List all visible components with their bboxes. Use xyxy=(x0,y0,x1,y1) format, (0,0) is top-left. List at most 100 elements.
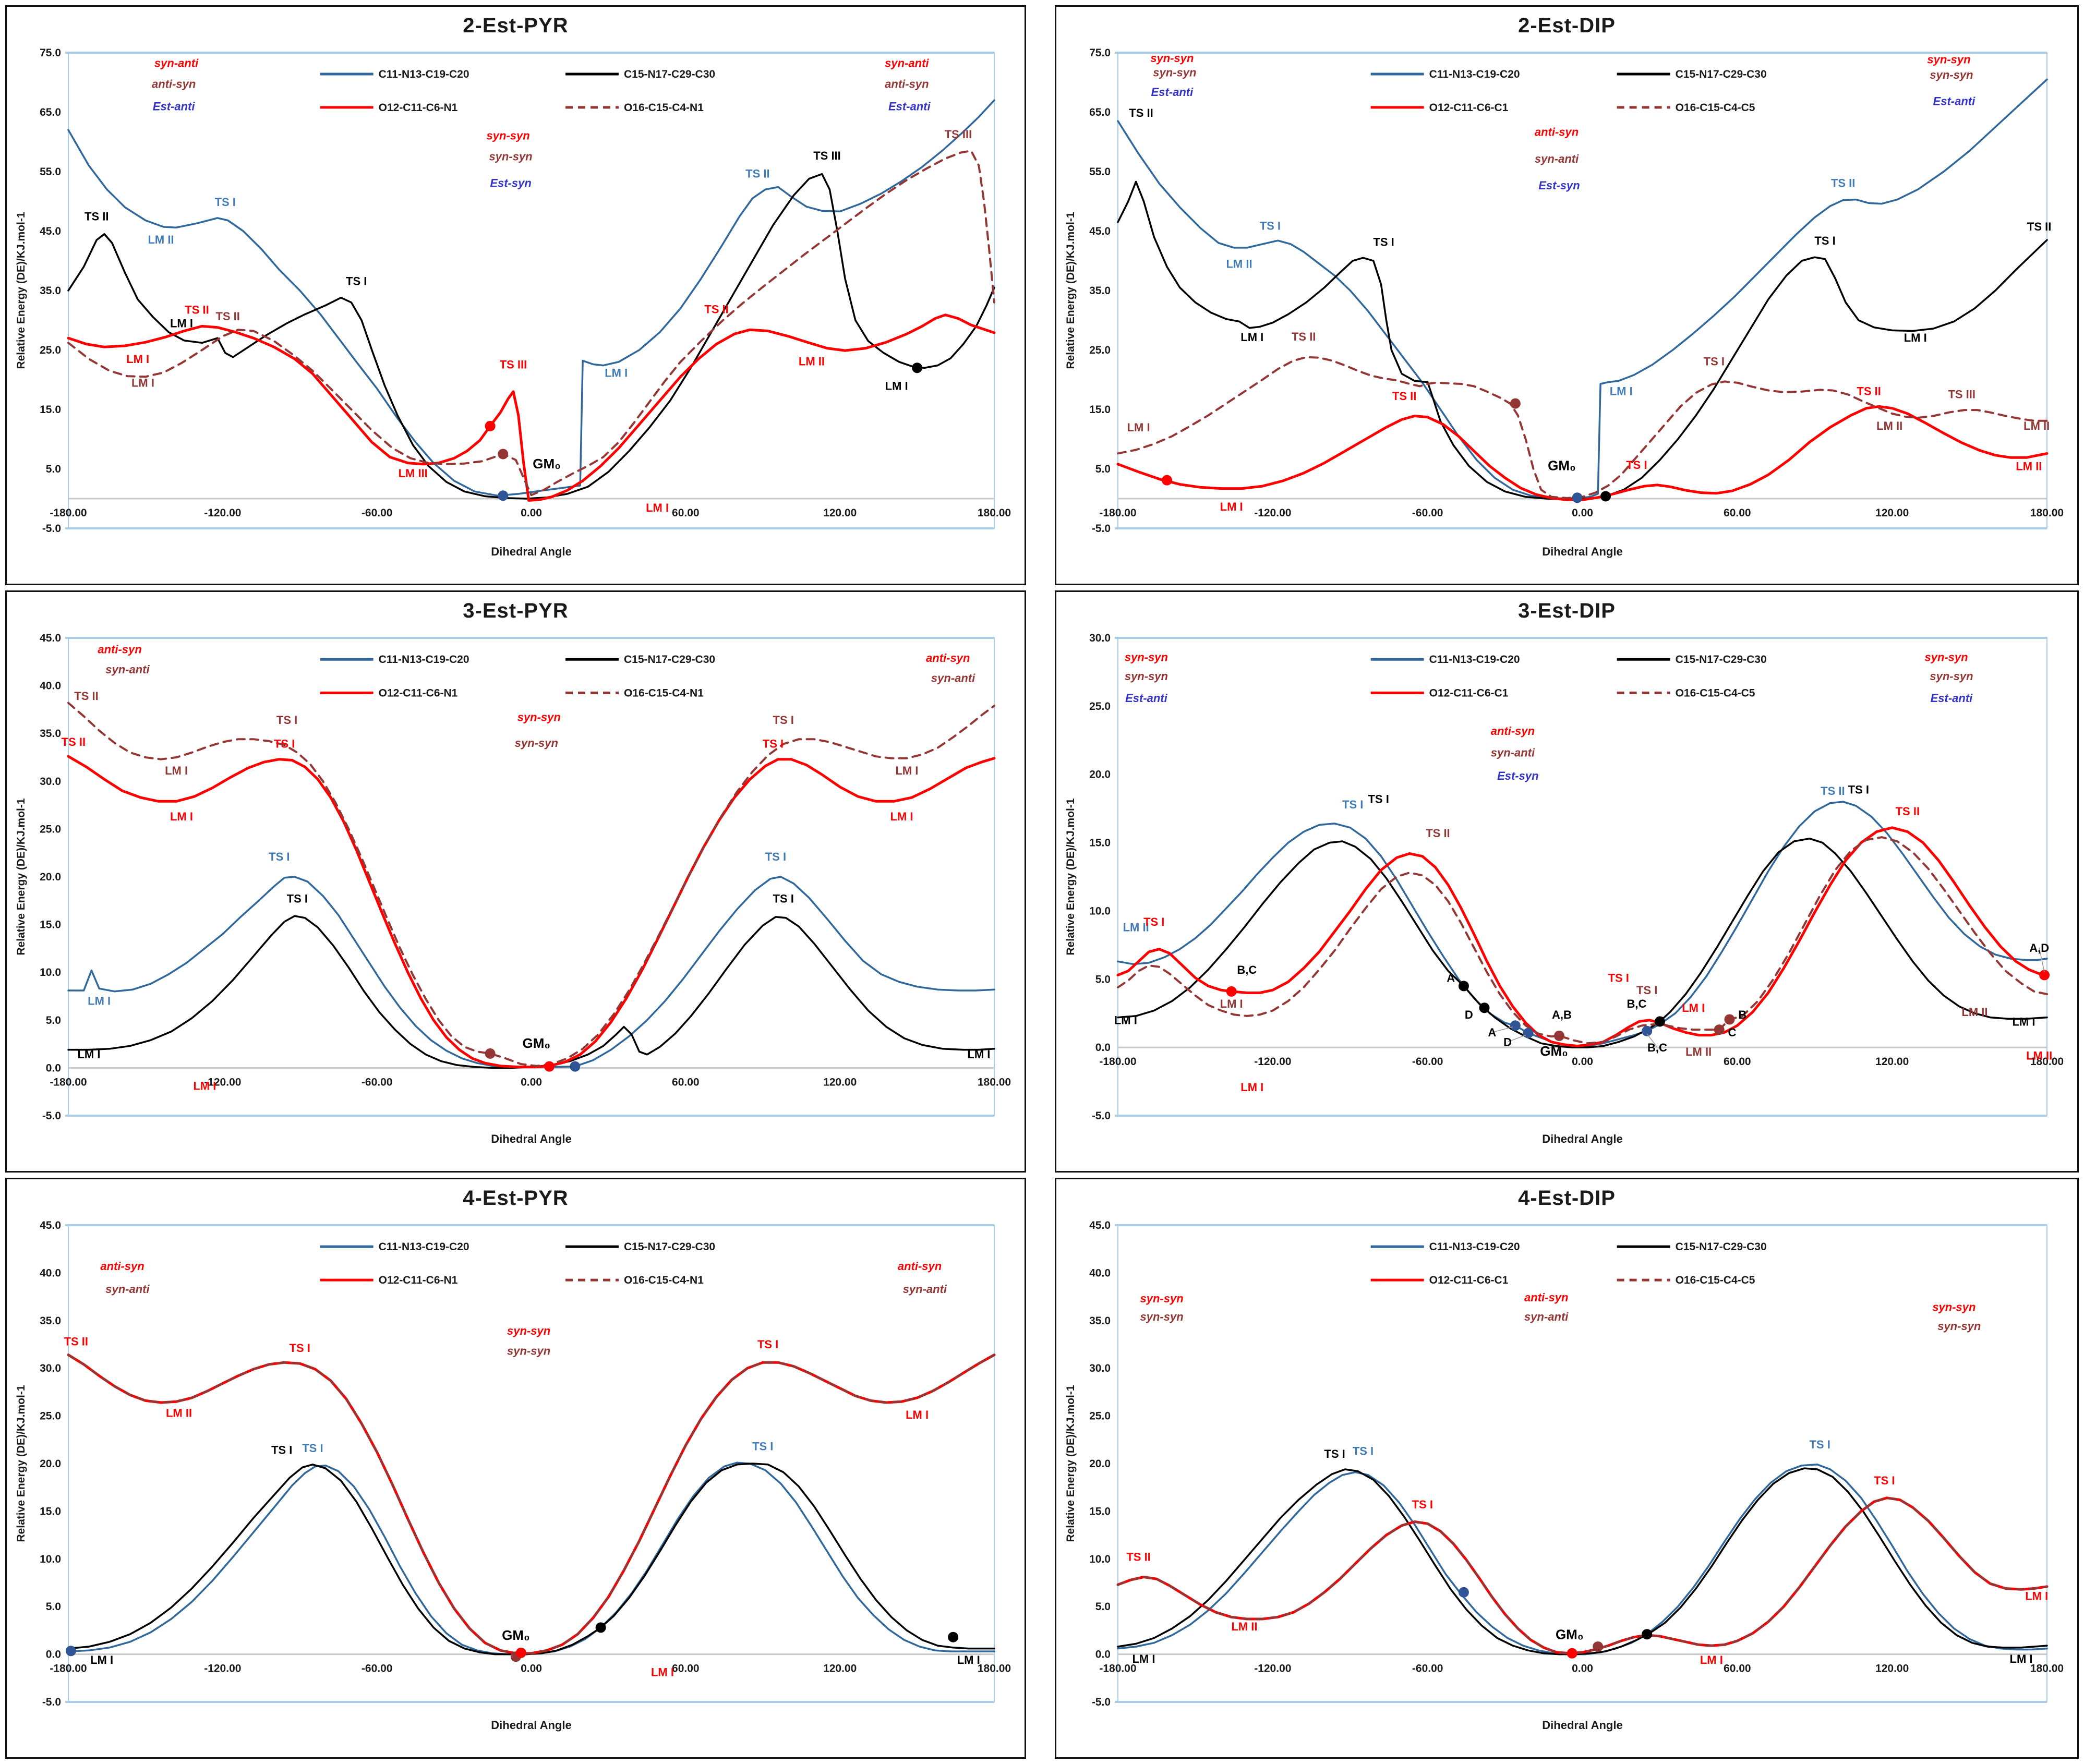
curve-label: LM I xyxy=(906,1408,929,1421)
panel-title: 3-Est-DIP xyxy=(1518,599,1616,622)
curve-label: LM II xyxy=(1226,258,1252,271)
curve-label: LM I xyxy=(1610,385,1633,398)
y-tick-label: -5.0 xyxy=(1092,523,1111,535)
curve-label: TS II xyxy=(62,735,86,748)
y-tick-label: 30.0 xyxy=(40,1362,61,1374)
data-point-marker xyxy=(570,1061,581,1072)
curve-label: TS II xyxy=(1821,784,1845,798)
x-tick-label: -120.00 xyxy=(1254,507,1291,519)
curve-label: TS III xyxy=(1948,388,1975,401)
y-tick-label: 35.0 xyxy=(1089,285,1111,297)
y-tick-label: 35.0 xyxy=(40,285,61,297)
series-O12-C11-C6-N1 xyxy=(67,1354,996,1655)
curve-label: GM₀ xyxy=(502,1627,530,1643)
curve-label: TS II xyxy=(1129,106,1153,119)
curve-label: LM II xyxy=(1231,1620,1257,1633)
curve-label: syn-syn xyxy=(487,129,530,142)
y-tick-label: 25.0 xyxy=(1089,344,1111,356)
panel-2-est-dip: 2-Est-DIP 75.0 65.0 55.0 45.0 35.0 25.0 15.0 5.… xyxy=(1055,5,2079,585)
legend-label: O16-C15-C4-C5 xyxy=(1676,102,1755,114)
x-tick-label: -60.00 xyxy=(362,1663,393,1675)
legend-label: C11-N13-C19-C20 xyxy=(1429,654,1520,666)
legend-label: O16-C15-C4-N1 xyxy=(624,1274,704,1286)
y-tick-label: -5.0 xyxy=(1092,1696,1111,1708)
series-O12-C11-C6-C1 xyxy=(1116,826,2049,1047)
curve-label: TS III xyxy=(813,149,841,162)
curve-label: TS I xyxy=(1353,1445,1374,1458)
data-point-marker xyxy=(1458,1587,1469,1598)
curve-label: TS I xyxy=(1260,220,1281,233)
legend-label: C11-N13-C19-C20 xyxy=(379,654,469,666)
data-point-marker xyxy=(498,449,509,460)
plot-2-Est-PYR: 75.0 65.0 55.0 45.0 35.0 25.0 15.0 5.0 -5.0 -180.… xyxy=(15,47,1011,558)
curve-label: syn-syn xyxy=(1924,650,1968,663)
series-O16-C15-C4-C5 xyxy=(1117,1496,2048,1654)
curve-label: syn-syn xyxy=(517,710,561,723)
curve-label: LM II xyxy=(148,233,174,246)
data-point-marker xyxy=(485,420,496,431)
curve-label: LM I xyxy=(2012,1015,2035,1028)
curve-label: LM II xyxy=(1123,921,1149,934)
curve-label: Est-syn xyxy=(1497,769,1538,782)
curve-label: TS II xyxy=(1426,827,1450,840)
curve-label: syn-syn xyxy=(1932,1301,1975,1314)
legend-label: O16-C15-C4-C5 xyxy=(1676,1274,1755,1286)
plot-4-Est-DIP: 45.0 40.0 35.0 30.0 25.0 20.0 15.0 10.0 5.0 0.0 -5… xyxy=(1065,1219,2064,1732)
curve-label: LM II xyxy=(2023,419,2050,432)
y-tick-label: 0.0 xyxy=(1095,1649,1111,1661)
x-tick-label: 60.00 xyxy=(672,1076,700,1088)
x-tick-label: 120.00 xyxy=(823,1076,857,1088)
curve-label: B,C xyxy=(1627,997,1646,1010)
curve-label: TS III xyxy=(945,128,972,141)
curve-label: Est-anti xyxy=(153,100,196,113)
curve-label: syn-anti xyxy=(885,56,929,69)
curve-label: syn-anti xyxy=(105,1283,150,1296)
data-point-marker xyxy=(912,363,923,373)
data-point-marker xyxy=(1572,492,1583,503)
series-O12-C11-C6-N1 xyxy=(67,755,996,1069)
data-point-marker xyxy=(1600,491,1611,502)
curve-label: TS I xyxy=(763,738,784,751)
x-tick-label: -60.00 xyxy=(1412,1056,1443,1068)
y-axis-title: Relative Energy (DE)/KJ.mol-1 xyxy=(15,798,27,955)
curve-label: LM II xyxy=(1685,1045,1712,1058)
curve-label: B,C xyxy=(1647,1041,1667,1054)
curve-label: anti-syn xyxy=(152,77,196,90)
y-axis-title: Relative Energy (DE)/KJ.mol-1 xyxy=(1065,1385,1077,1542)
curve-label: LM I xyxy=(1220,997,1243,1010)
curve-label: LM I xyxy=(131,377,154,390)
curve-label: LM II xyxy=(2016,460,2042,473)
y-tick-label: 10.0 xyxy=(1089,905,1111,917)
curve-label: TS I xyxy=(1342,798,1363,811)
legend-label: C11-N13-C19-C20 xyxy=(1429,1241,1520,1253)
x-tick-label: 180.00 xyxy=(2030,507,2064,519)
curve-label: syn-syn xyxy=(507,1345,550,1358)
y-tick-label: 25.0 xyxy=(40,823,61,835)
x-tick-label: 0.00 xyxy=(1572,1056,1593,1068)
y-tick-label: -5.0 xyxy=(1092,1110,1111,1122)
x-tick-label: -120.00 xyxy=(1254,1056,1291,1068)
legend-label: C11-N13-C19-C20 xyxy=(379,1241,469,1253)
data-point-marker xyxy=(1724,1014,1735,1025)
curve-label: TS II xyxy=(1292,330,1316,343)
panel-title: 2-Est-PYR xyxy=(463,14,569,37)
plot-4-Est-PYR: 45.0 40.0 35.0 30.0 25.0 20.0 15.0 10.0 5.0 0.0 -5… xyxy=(15,1219,1011,1732)
x-tick-label: 60.00 xyxy=(672,507,700,519)
x-axis-title: Dihedral Angle xyxy=(491,545,571,558)
y-tick-label: 15.0 xyxy=(40,919,61,931)
curve-label: LM I xyxy=(895,764,918,777)
curve-label: TS I xyxy=(1874,1474,1895,1487)
series-C11-N13-C19-C20 xyxy=(67,876,995,1068)
panel-2-est-pyr: 2-Est-PYR 75.0 65.0 55.0 45.0 35.0 25.0 15.0 5.… xyxy=(5,5,1026,585)
curve-label: LM I xyxy=(90,1653,113,1666)
curve-label: LM I xyxy=(646,501,669,514)
curve-label: LM I xyxy=(77,1048,100,1061)
curve-label: Est-anti xyxy=(1125,692,1168,705)
curve-label: anti-syn xyxy=(926,651,970,664)
curve-label: anti-syn xyxy=(1524,1291,1568,1304)
curve-label: LM I xyxy=(2025,1589,2048,1602)
x-axis-title: Dihedral Angle xyxy=(1542,545,1622,558)
curve-label: LM II xyxy=(799,355,825,368)
plot-frame xyxy=(68,52,995,529)
legend-label: C15-N17-C29-C30 xyxy=(1676,654,1767,666)
